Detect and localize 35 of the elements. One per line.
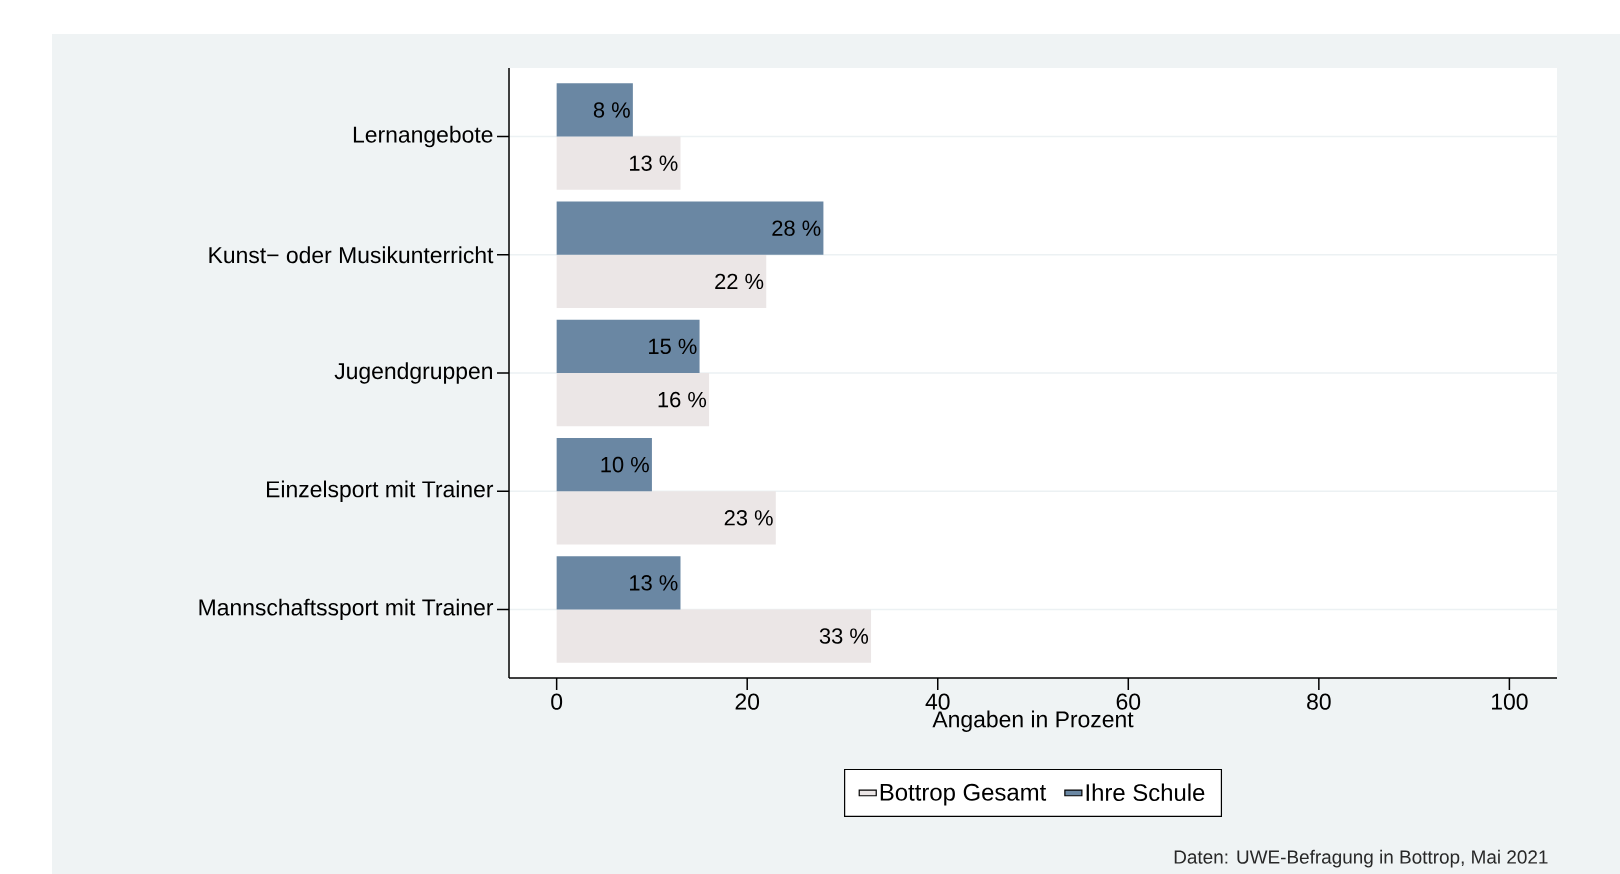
legend-label: Ihre Schule <box>1086 783 1205 802</box>
bar <box>556 83 633 137</box>
x-tick-label: 100 <box>1492 693 1528 710</box>
bar <box>556 438 652 492</box>
bar <box>556 201 824 255</box>
x-tick-label: 40 <box>925 693 950 710</box>
x-tick-label: 20 <box>735 693 760 710</box>
data-label: 15 % <box>649 338 697 355</box>
bar <box>556 556 681 610</box>
bar <box>556 491 776 545</box>
data-label: 33 % <box>819 628 869 644</box>
text: Daten: UWE-Befragung in Bottrop, Mai 2021 <box>1174 849 1548 868</box>
y-tick-label: Kunst− oder Musikunterricht <box>209 246 494 264</box>
bar <box>556 319 700 373</box>
bar <box>556 136 681 190</box>
x-tick-label: 80 <box>1307 693 1331 710</box>
x-axis-title: Angaben in Prozent <box>932 710 1134 732</box>
data-label: 13 % <box>630 155 678 171</box>
data-label: 13 % <box>630 575 678 591</box>
x-tick-label: 60 <box>1116 693 1141 710</box>
y-tick-label: Einzelsport mit Trainer <box>267 480 494 502</box>
bar <box>556 373 710 427</box>
x-tick-label: 0 <box>551 693 563 710</box>
data-label: 22 % <box>715 273 764 290</box>
data-label: 16 % <box>658 391 707 408</box>
data-label: 10 % <box>601 456 649 473</box>
bar <box>556 254 767 308</box>
data-label: 8 % <box>593 102 630 118</box>
legend-label: Bottrop Gesamt <box>880 783 1047 806</box>
data-label: 28 % <box>772 220 821 236</box>
y-tick-label: Lernangebote <box>353 125 493 148</box>
data-label: 23 % <box>724 510 773 526</box>
y-tick-label: Mannschaftssport mit Trainer <box>199 598 494 621</box>
bar <box>556 609 872 663</box>
y-tick-label: Jugendgruppen <box>334 362 492 384</box>
